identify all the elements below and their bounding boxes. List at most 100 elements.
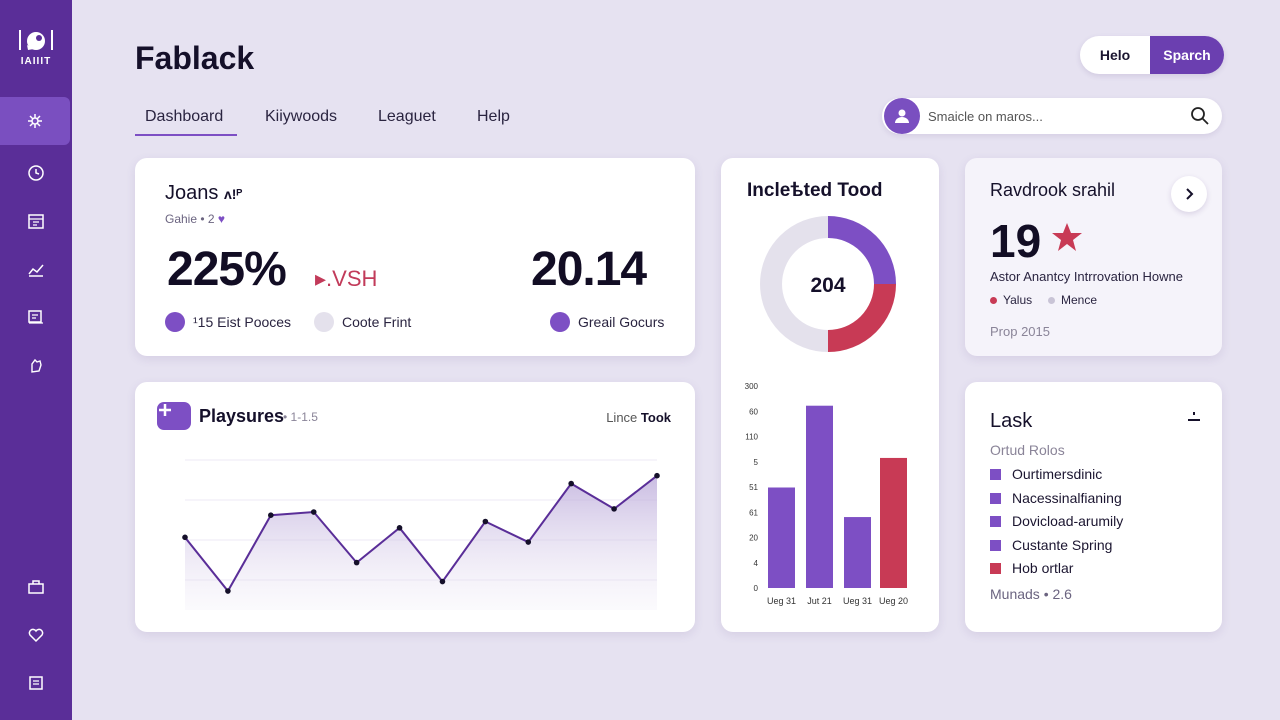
task-card: Lask Ortud Rolos Ourtimersdinic Nacessin…	[965, 382, 1222, 632]
y-tick-label: 51	[749, 483, 758, 492]
star-icon	[1052, 223, 1082, 251]
task-marker	[990, 539, 1001, 551]
bar[interactable]	[768, 487, 795, 588]
data-point[interactable]	[225, 588, 231, 594]
logo-icon	[19, 30, 53, 50]
toggle-hello-button[interactable]: Helo	[1099, 47, 1131, 63]
task-marker	[990, 468, 1001, 480]
stats-subtitle: Gahie • 2 ♥	[165, 212, 226, 226]
data-point[interactable]	[268, 512, 274, 518]
task-marker	[990, 562, 1001, 574]
chart-icon	[28, 264, 44, 277]
bar[interactable]	[844, 517, 871, 588]
rating-legend-item: Yalus	[990, 293, 1032, 307]
task-marker	[990, 515, 1001, 527]
toggle-search-button[interactable]: Sparch	[1150, 36, 1224, 74]
next-button[interactable]	[1171, 176, 1207, 212]
tab-keywords[interactable]: Kiiywoods	[265, 108, 338, 125]
briefcase-icon	[28, 580, 44, 594]
clock-icon	[28, 165, 44, 181]
sidebar-item-calendar[interactable]	[0, 197, 72, 245]
add-button[interactable]	[157, 402, 191, 430]
y-tick-label: 4	[754, 559, 759, 568]
bar[interactable]	[806, 405, 833, 588]
data-point[interactable]	[568, 480, 574, 487]
legend-item: ¹15 Eist Pooces	[165, 312, 291, 332]
data-point[interactable]	[482, 518, 489, 525]
y-tick-label: 20	[749, 534, 758, 543]
data-point[interactable]	[353, 559, 360, 566]
stats-card: Joans ʌ!ᴾ Gahie • 2 ♥ 225% ▸.VSH 20.14 ¹…	[135, 158, 695, 356]
x-tick-label: Ueg 31	[843, 596, 872, 606]
tab-help[interactable]: Help	[477, 108, 510, 125]
legend-dot	[550, 312, 570, 332]
stats-value-primary: 225%	[167, 243, 287, 296]
tab-league[interactable]: Leaguet	[378, 108, 436, 125]
stats-title: Joans ʌ!ᴾ	[165, 182, 243, 204]
sidebar-item-network[interactable]	[0, 97, 70, 145]
heart-icon	[28, 628, 44, 643]
sidebar-item-briefcase[interactable]	[0, 563, 72, 611]
bar[interactable]	[880, 457, 907, 588]
sidebar-item-board[interactable]	[0, 293, 72, 341]
data-point[interactable]	[396, 525, 403, 531]
x-tick-label: Jut 21	[807, 596, 832, 606]
task-footer: Munads • 2.6	[990, 586, 1072, 602]
legend-dot	[1048, 296, 1055, 304]
data-point[interactable]	[654, 472, 660, 479]
task-title: Lask	[990, 410, 1033, 432]
task-item[interactable]: Dovicload-arumily	[990, 513, 1123, 529]
sidebar: IAIIIT	[0, 0, 72, 720]
logo[interactable]: IAIIIT	[12, 28, 60, 67]
more-options-button[interactable]	[1186, 410, 1202, 429]
line-chart	[182, 459, 660, 610]
series-line	[184, 474, 658, 593]
search-icon[interactable]	[1190, 106, 1210, 131]
calendar-icon	[28, 214, 44, 229]
data-point[interactable]	[525, 539, 532, 545]
page-title: Fablack	[135, 40, 255, 76]
task-item[interactable]: Custante Spring	[990, 537, 1112, 553]
task-item[interactable]: Hob ortlar	[990, 560, 1073, 576]
donut-bar-card: Incleѣted Tood 204 300 60 110 5 51 61 20 4 0 Ueg 3…	[721, 158, 939, 632]
network-icon	[28, 114, 42, 128]
avatar[interactable]	[884, 98, 920, 134]
task-item[interactable]: Nacessinalfianing	[990, 490, 1122, 506]
legend-dot	[990, 296, 997, 304]
data-point[interactable]	[439, 578, 446, 585]
y-tick-label: 61	[749, 508, 758, 517]
sidebar-item-document[interactable]	[0, 659, 72, 707]
donut-center-label: 204	[810, 274, 845, 297]
gesture-icon	[31, 358, 42, 373]
line-chart-title: Playsures	[199, 406, 285, 426]
data-point[interactable]	[182, 534, 188, 541]
search-input[interactable]	[928, 106, 1168, 126]
sidebar-item-chart[interactable]	[0, 245, 72, 293]
rating-legend-item: Mence	[1048, 293, 1097, 307]
line-chart-link[interactable]: Lince Took	[606, 410, 671, 425]
view-toggle: Helo Sparch	[1080, 36, 1224, 74]
pie-slice-light[interactable]	[760, 216, 829, 352]
data-point[interactable]	[310, 509, 317, 515]
pie-slice-red[interactable]	[827, 283, 896, 352]
stats-value-secondary: 20.14	[531, 243, 647, 296]
task-marker	[990, 492, 1001, 504]
rating-card: Ravdrook srahil 19 Astor Anantcy Intrrov…	[965, 158, 1222, 356]
stats-tag: ▸.VSH	[315, 266, 378, 291]
tab-dashboard[interactable]: Dashboard	[134, 108, 238, 136]
sidebar-item-clock[interactable]	[0, 149, 72, 197]
data-point[interactable]	[611, 506, 617, 512]
menu-icon	[1188, 412, 1200, 421]
document-icon	[29, 676, 43, 690]
sidebar-item-heart[interactable]	[0, 611, 72, 659]
sidebar-item-gesture[interactable]	[0, 341, 72, 389]
y-tick-label: 110	[745, 433, 758, 442]
x-tick-label: Ueg 20	[879, 596, 908, 606]
task-subtitle: Ortud Rolos	[990, 442, 1065, 458]
plus-icon	[159, 404, 171, 416]
y-tick-label: 300	[745, 382, 759, 391]
pie-slice-purple[interactable]	[827, 216, 896, 285]
y-tick-label: 5	[754, 458, 759, 467]
task-item[interactable]: Ourtimersdinic	[990, 466, 1102, 482]
rating-description: Astor Anantcy Intrrovation Howne	[990, 269, 1183, 284]
